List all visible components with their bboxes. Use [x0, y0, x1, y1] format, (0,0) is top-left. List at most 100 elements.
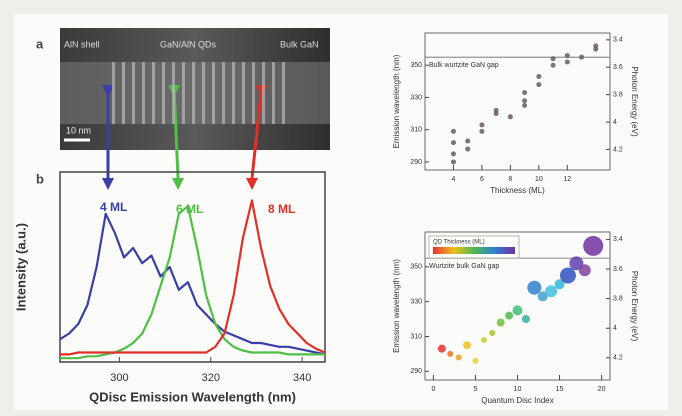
plot-frame — [59, 171, 326, 363]
data-point — [480, 336, 487, 343]
x-tick-label: 20 — [598, 386, 606, 393]
y-axis-label: Intensity (a.u.) — [13, 223, 28, 311]
data-point — [507, 114, 513, 120]
series-label: 6 ML — [176, 202, 203, 216]
tem-stripe — [202, 62, 205, 124]
y2-tick-label: 3.8 — [613, 295, 623, 302]
x-tick-label: 0 — [431, 386, 435, 393]
y2-tick-label: 3.8 — [613, 91, 623, 98]
legend-title: QD Thickness (ML) — [433, 240, 485, 246]
data-point — [536, 82, 542, 88]
spectrum-line — [59, 212, 326, 356]
data-point — [447, 350, 454, 357]
tem-label: GaN/AlN QDs — [160, 39, 217, 49]
data-point — [465, 146, 471, 152]
data-point — [455, 354, 462, 361]
arrow-head — [246, 178, 258, 190]
y-tick-label: 310 — [410, 333, 422, 340]
data-point — [437, 344, 446, 353]
spectrum-line — [60, 199, 326, 356]
data-point — [579, 54, 585, 60]
y-axis-label: Emission wavelength (nm) — [392, 54, 401, 148]
x-axis-label: QDisc Emission Wavelength (nm) — [89, 389, 296, 404]
y-tick-label: 350 — [410, 62, 422, 69]
y-tick-label: 290 — [410, 159, 422, 166]
data-point — [593, 46, 599, 52]
tem-stripe — [222, 62, 225, 124]
data-point — [472, 357, 479, 364]
data-point — [505, 311, 514, 320]
data-point — [496, 318, 505, 327]
x-tick-label: 320 — [202, 372, 220, 384]
y2-tick-label: 4 — [613, 325, 617, 332]
y2-tick-label: 4.2 — [613, 146, 623, 153]
data-point — [545, 285, 558, 298]
y2-tick-label: 3.4 — [613, 236, 623, 243]
series-label: 4 ML — [100, 200, 127, 214]
data-point — [479, 128, 485, 134]
x-tick-label: 10 — [535, 176, 543, 183]
y2-axis-label: Photon Energy (eV) — [630, 66, 639, 137]
data-point — [522, 103, 528, 109]
tem-stripe — [162, 62, 165, 124]
x-tick-label: 5 — [474, 386, 478, 393]
data-point — [564, 59, 570, 65]
series-label: 8 ML — [268, 202, 295, 216]
tem-label: AlN shell — [64, 39, 100, 49]
tem-stripe — [252, 62, 255, 124]
data-point — [512, 305, 523, 316]
data-point — [463, 341, 472, 350]
x-tick-label: 340 — [293, 372, 311, 384]
y-tick-label: 330 — [410, 94, 422, 101]
data-point — [450, 128, 456, 134]
y-axis-label: Emission wavelength (nm) — [392, 259, 401, 353]
x-tick-label: 6 — [480, 176, 484, 183]
data-point — [450, 140, 456, 146]
y2-tick-label: 4.2 — [613, 355, 623, 362]
data-point — [527, 280, 542, 295]
tem-stripe — [172, 62, 175, 124]
panel-label: a — [36, 36, 44, 51]
data-point — [489, 329, 496, 336]
data-point — [479, 122, 485, 128]
data-point — [521, 315, 530, 324]
tem-stripe — [242, 62, 245, 124]
x-tick-label: 15 — [556, 386, 564, 393]
x-tick-label: 12 — [563, 176, 571, 183]
tem-stripe — [272, 62, 275, 124]
y2-axis-label: Photon Energy (eV) — [630, 271, 639, 342]
arrow — [250, 84, 264, 179]
x-tick-label: 8 — [508, 176, 512, 183]
y-tick-label: 330 — [410, 298, 422, 305]
tem-stripe — [112, 62, 115, 124]
data-point — [537, 291, 548, 302]
reference-label: Bulk wurtzite GaN gap — [429, 62, 499, 69]
data-point — [550, 62, 556, 68]
data-point — [578, 264, 591, 277]
data-point — [465, 138, 471, 144]
data-point — [554, 279, 565, 290]
tem-stripe — [232, 62, 235, 124]
colorbar — [433, 247, 515, 254]
arrow-head — [102, 178, 114, 190]
reference-label: Wurtzite bulk GaN gap — [429, 263, 499, 270]
data-point — [493, 107, 499, 113]
data-point — [550, 56, 556, 62]
y2-tick-label: 4 — [613, 119, 617, 126]
x-tick-label: 4 — [452, 176, 456, 183]
data-point — [522, 98, 528, 104]
plot-frame — [424, 32, 611, 171]
y2-tick-label: 3.4 — [613, 37, 623, 44]
tem-stripe — [142, 62, 145, 124]
data-point — [569, 256, 584, 271]
y-tick-label: 350 — [410, 264, 422, 271]
scale-bar-label: 10 nm — [66, 125, 91, 135]
y2-tick-label: 3.6 — [613, 64, 623, 71]
tem-stripe — [152, 62, 155, 124]
tem-stripe — [132, 62, 135, 124]
tem-stripe — [262, 62, 265, 124]
tem-stripe — [122, 62, 125, 124]
data-point — [536, 74, 542, 80]
